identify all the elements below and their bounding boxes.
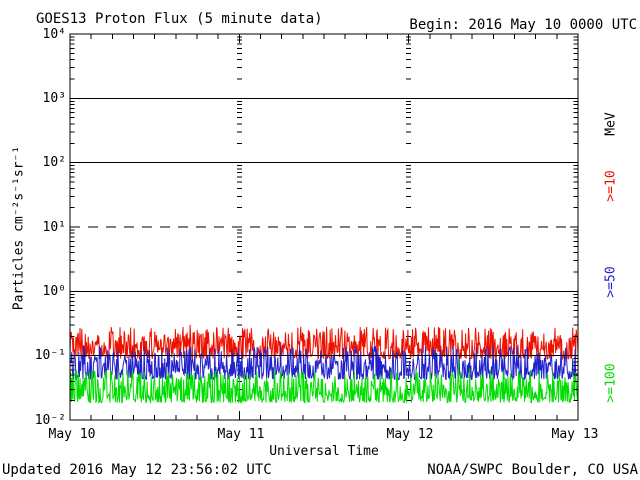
y-tick-1e0: 10⁰ [42, 284, 66, 299]
x-tick-may10: May 10 [48, 427, 96, 442]
legend-item-ge100: >=100 [603, 363, 619, 403]
legend-unit-mev: MeV [603, 112, 619, 136]
y-tick-1e-1: 10⁻¹ [34, 348, 66, 363]
begin-time-label: Begin: 2016 May 10 0000 UTC [409, 17, 637, 33]
chart-title: GOES13 Proton Flux (5 minute data) [36, 11, 323, 27]
x-tick-may13: May 13 [551, 427, 599, 442]
updated-timestamp: Updated 2016 May 12 23:56:02 UTC [2, 462, 272, 478]
y-tick-1e4: 10⁴ [42, 27, 66, 42]
legend-item-ge50: >=50 [603, 266, 619, 298]
y-tick-1e3: 10³ [42, 91, 66, 106]
x-tick-may11: May 11 [217, 427, 265, 442]
y-tick-1e1: 10¹ [42, 220, 66, 235]
y-tick-1e2: 10² [42, 155, 66, 170]
x-axis-label: Universal Time [269, 444, 379, 459]
x-tick-may12: May 12 [386, 427, 434, 442]
source-credit: NOAA/SWPC Boulder, CO USA [427, 462, 638, 478]
legend-item-ge10: >=10 [603, 170, 619, 202]
y-tick-1e-2: 10⁻² [34, 413, 66, 428]
